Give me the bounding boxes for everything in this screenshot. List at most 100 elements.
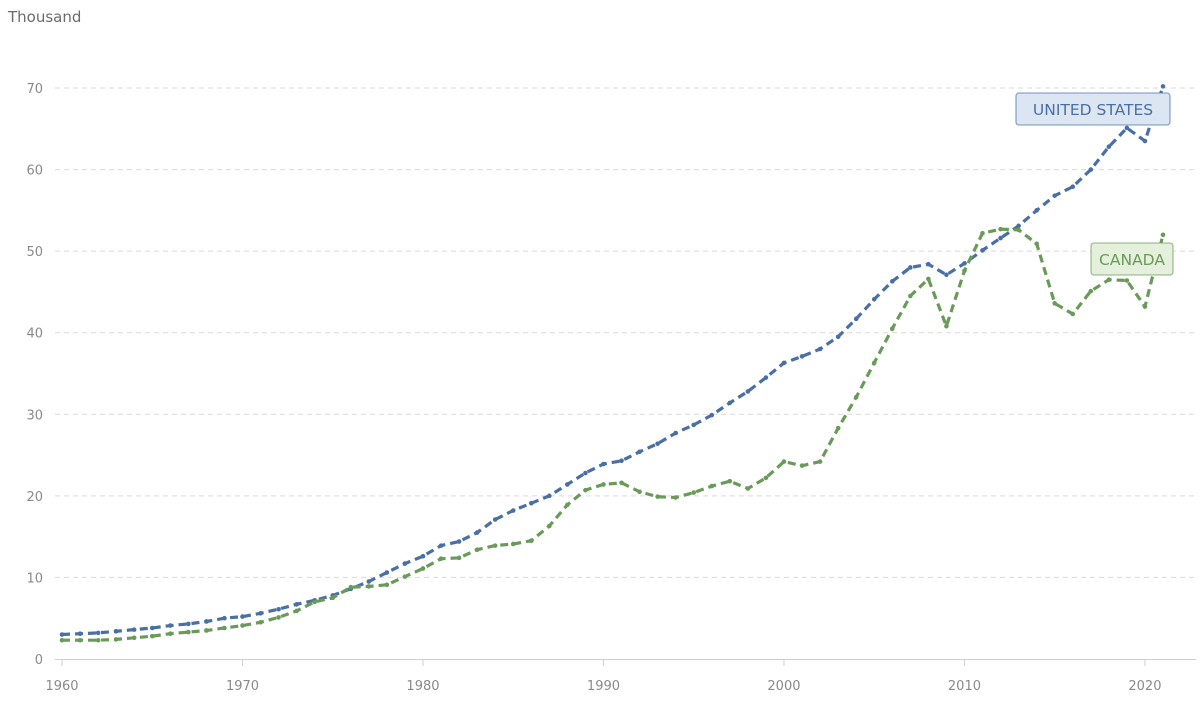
data-point-canada-2020 [1142,304,1148,309]
data-point-canada-2004 [853,394,859,400]
data-point-united-states-1980 [420,553,426,559]
data-point-canada-1969 [222,625,227,631]
data-point-united-states-2012 [998,235,1003,241]
data-point-united-states-1979 [402,561,408,566]
data-point-canada-2012 [998,226,1003,232]
data-point-united-states-1985 [510,508,516,513]
data-point-united-states-1964 [131,627,137,632]
data-point-united-states-1966 [167,623,173,628]
data-point-united-states-2011 [980,248,985,253]
data-point-canada-1975 [330,595,336,601]
data-point-canada-1985 [510,541,516,547]
data-point-united-states-2021 [1160,84,1166,89]
data-point-canada-1964 [131,635,137,641]
data-point-united-states-1962 [95,630,101,636]
data-point-canada-1966 [167,631,173,637]
y-tick-label-60: 60 [26,164,43,179]
data-point-united-states-2009 [944,272,949,278]
data-point-canada-1993 [655,494,660,499]
data-point-canada-1990 [601,482,606,487]
data-point-united-states-1982 [456,539,462,544]
data-point-united-states-2018 [1106,144,1112,150]
data-point-canada-1973 [294,608,299,614]
data-point-canada-2005 [871,360,877,366]
data-point-united-states-1991 [619,458,624,464]
series-group [59,84,1166,643]
data-point-canada-1982 [456,555,462,561]
data-point-united-states-2001 [799,354,805,359]
data-point-canada-1980 [420,566,426,571]
data-point-united-states-2000 [781,360,787,366]
data-point-canada-2018 [1106,277,1112,282]
grid-lines [55,87,1196,578]
data-point-canada-2011 [980,230,985,236]
x-tick-label-1990: 1990 [587,679,620,694]
data-point-canada-1996 [709,483,715,489]
series-line-canada [62,227,1165,642]
data-point-canada-1986 [528,538,534,544]
data-point-united-states-2015 [1052,193,1058,198]
data-point-united-states-2005 [871,296,877,302]
data-point-canada-2000 [781,459,787,464]
series-label-box-united-states [1015,92,1171,126]
data-point-canada-1987 [547,523,552,529]
data-point-united-states-1960 [59,632,65,637]
x-tick-label-1960: 1960 [45,679,78,694]
data-point-canada-2015 [1052,301,1058,306]
data-point-canada-2001 [799,463,805,468]
y-tick-label-50: 50 [26,245,43,260]
data-point-united-states-1973 [294,602,299,607]
data-point-united-states-1963 [113,628,119,634]
data-point-canada-1960 [59,637,65,643]
data-point-canada-2002 [817,459,823,464]
data-point-united-states-2017 [1088,167,1094,172]
data-point-canada-1977 [366,584,372,589]
data-point-canada-1974 [312,599,317,605]
data-point-united-states-1967 [186,621,191,627]
data-point-canada-2016 [1070,311,1076,317]
data-point-canada-1992 [637,489,642,495]
data-point-united-states-1970 [240,614,245,619]
data-point-united-states-2020 [1142,138,1148,144]
data-point-canada-2007 [908,293,913,299]
data-point-united-states-1988 [565,482,570,487]
data-point-canada-1991 [619,480,624,486]
data-point-canada-1989 [583,487,588,493]
data-point-united-states-1995 [691,422,697,428]
data-point-canada-1999 [763,475,769,481]
data-point-canada-2013 [1016,227,1021,233]
data-point-canada-2003 [835,425,841,431]
x-tick-label-2020: 2020 [1128,679,1161,694]
data-point-united-states-1983 [474,530,480,535]
data-point-canada-1984 [492,543,498,548]
data-point-united-states-2006 [889,279,895,284]
data-point-canada-1968 [204,628,209,633]
x-tick-label-1970: 1970 [226,679,259,694]
data-point-united-states-1990 [601,461,606,467]
data-point-united-states-1984 [492,517,498,522]
data-point-united-states-1986 [528,500,534,506]
data-point-united-states-1969 [222,615,227,621]
data-point-canada-1970 [240,623,245,628]
y-tick-label-30: 30 [26,408,43,423]
data-point-canada-2010 [962,268,967,274]
data-point-united-states-1981 [438,543,444,548]
data-point-canada-1988 [565,502,570,508]
data-point-united-states-1968 [204,619,209,624]
data-point-united-states-2016 [1070,184,1076,190]
data-point-united-states-2013 [1016,223,1021,229]
x-tick-label-1980: 1980 [406,679,439,694]
data-point-united-states-2019 [1124,125,1130,131]
series-label-united-states: UNITED STATES [1033,101,1153,119]
data-point-united-states-1998 [745,389,751,394]
data-point-united-states-1961 [77,631,83,637]
data-point-canada-1972 [276,615,281,620]
data-point-united-states-1971 [258,611,263,616]
y-axis-ticks: 0 10 20 30 40 50 60 70 [26,82,43,668]
x-axis: 1960 1970 1980 1990 2000 2010 2020 [45,659,1196,694]
x-tick-label-2000: 2000 [767,679,800,694]
data-point-canada-2017 [1088,288,1094,294]
data-point-united-states-2010 [962,261,967,266]
data-point-canada-1983 [474,547,480,552]
